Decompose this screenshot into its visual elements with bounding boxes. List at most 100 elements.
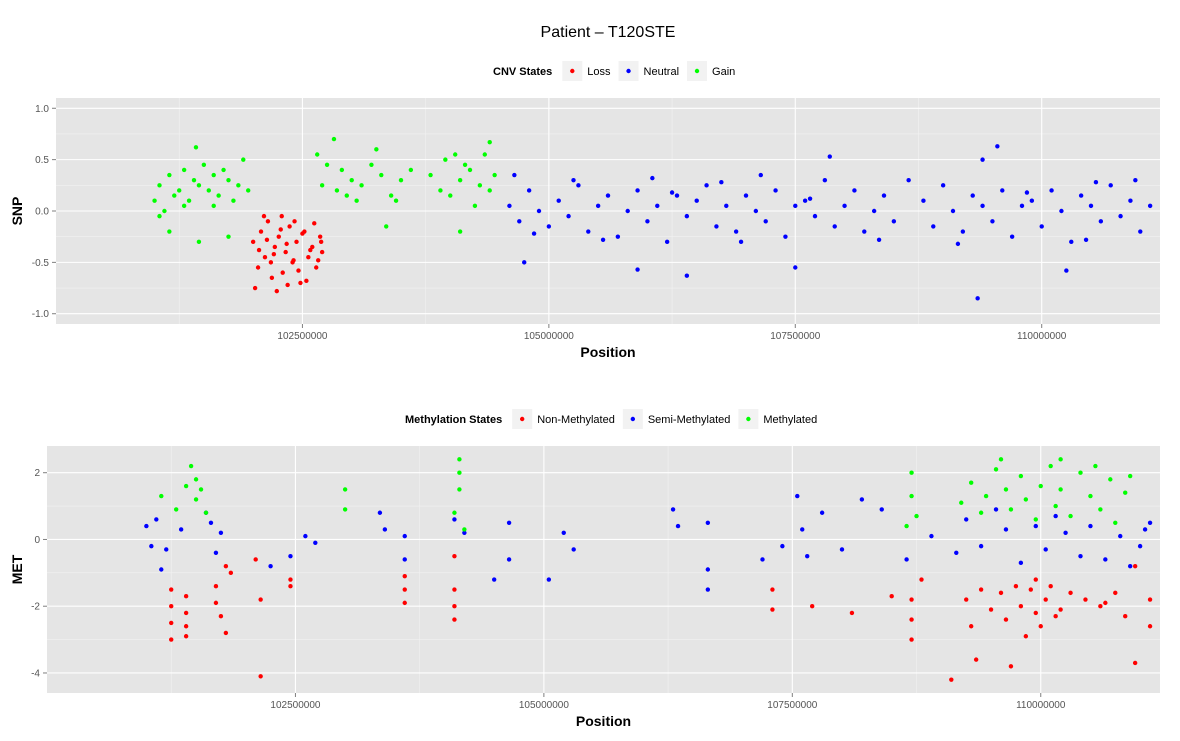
data-point: [758, 172, 763, 178]
data-point: [705, 520, 711, 525]
data-point: [1142, 527, 1148, 532]
data-point: [1118, 533, 1123, 539]
data-point: [296, 268, 301, 273]
data-point: [625, 208, 630, 214]
data-point: [964, 597, 969, 602]
data-point: [303, 533, 308, 539]
data-point: [1000, 188, 1005, 193]
data-point: [998, 590, 1004, 596]
data-point: [909, 637, 914, 642]
data-point: [149, 543, 154, 549]
data-point: [993, 507, 999, 512]
data-point: [1039, 224, 1044, 229]
y-tick-label: -1.0: [32, 309, 50, 320]
data-point: [428, 172, 433, 178]
data-point: [1053, 513, 1058, 519]
series-neutral: [507, 144, 1153, 301]
data-point: [221, 167, 226, 173]
data-point: [871, 208, 877, 214]
data-point: [169, 620, 174, 626]
data-point: [169, 587, 174, 592]
data-point: [1133, 177, 1138, 183]
data-point: [216, 193, 221, 198]
data-point: [452, 510, 457, 515]
data-point: [973, 657, 979, 662]
data-point: [211, 203, 216, 209]
data-point: [909, 617, 914, 622]
data-point: [978, 510, 984, 515]
data-point: [298, 280, 303, 286]
data-point: [402, 557, 407, 562]
data-point: [319, 183, 325, 188]
data-point: [1088, 203, 1094, 209]
series-non-methylated: [169, 553, 1153, 682]
data-point: [318, 239, 324, 245]
data-point: [1009, 234, 1015, 239]
data-point: [990, 219, 995, 224]
data-point: [780, 543, 785, 549]
data-point: [462, 530, 467, 535]
data-point: [181, 167, 187, 173]
data-point: [438, 188, 443, 193]
data-point: [342, 507, 348, 512]
data-point: [1058, 487, 1063, 492]
data-point: [274, 288, 279, 294]
data-point: [279, 213, 284, 219]
data-point: [462, 162, 468, 167]
data-point: [669, 190, 675, 195]
data-point: [1008, 507, 1014, 512]
data-point: [457, 229, 463, 234]
data-point: [272, 244, 278, 250]
data-point: [1118, 213, 1123, 219]
data-point: [705, 567, 711, 572]
data-point: [354, 198, 359, 203]
data-point: [164, 547, 169, 552]
legend-title: CNV States: [493, 66, 552, 78]
y-tick-label: -2: [31, 602, 40, 613]
data-point: [512, 172, 517, 178]
data-point: [1078, 193, 1084, 198]
data-point: [258, 674, 263, 679]
data-point: [1113, 590, 1118, 596]
data-point: [812, 213, 818, 219]
data-point: [931, 224, 936, 229]
data-point: [919, 577, 924, 582]
data-point: [1147, 597, 1153, 602]
data-point: [970, 193, 975, 198]
data-point: [173, 507, 179, 512]
data-point: [223, 630, 229, 636]
x-tick-label: 105000000: [524, 331, 574, 342]
data-point: [980, 157, 985, 162]
y-tick-label: 0: [34, 535, 40, 546]
data-point: [1128, 198, 1133, 203]
data-point: [1008, 664, 1014, 669]
legend-marker: [746, 416, 751, 422]
x-tick-label: 102500000: [277, 331, 327, 342]
data-point: [256, 247, 262, 253]
data-point: [1147, 520, 1153, 525]
data-point: [172, 193, 177, 198]
data-point: [793, 265, 798, 270]
data-point: [1088, 523, 1093, 529]
data-point: [526, 188, 532, 193]
data-point: [506, 557, 512, 562]
data-point: [753, 208, 759, 214]
data-point: [1048, 463, 1053, 469]
data-point: [1053, 503, 1058, 509]
data-point: [157, 183, 162, 188]
data-point: [452, 604, 457, 609]
data-point: [402, 573, 407, 579]
data-point: [157, 213, 162, 219]
plot-panel: [47, 446, 1160, 693]
data-point: [457, 470, 462, 475]
data-point: [719, 180, 724, 185]
data-point: [968, 624, 974, 629]
legend-label: Gain: [712, 66, 735, 78]
data-point: [770, 587, 775, 592]
data-point: [201, 162, 207, 167]
data-point: [402, 600, 407, 606]
data-point: [995, 144, 1000, 149]
data-point: [287, 224, 292, 229]
data-point: [822, 177, 828, 183]
data-point: [334, 188, 340, 193]
